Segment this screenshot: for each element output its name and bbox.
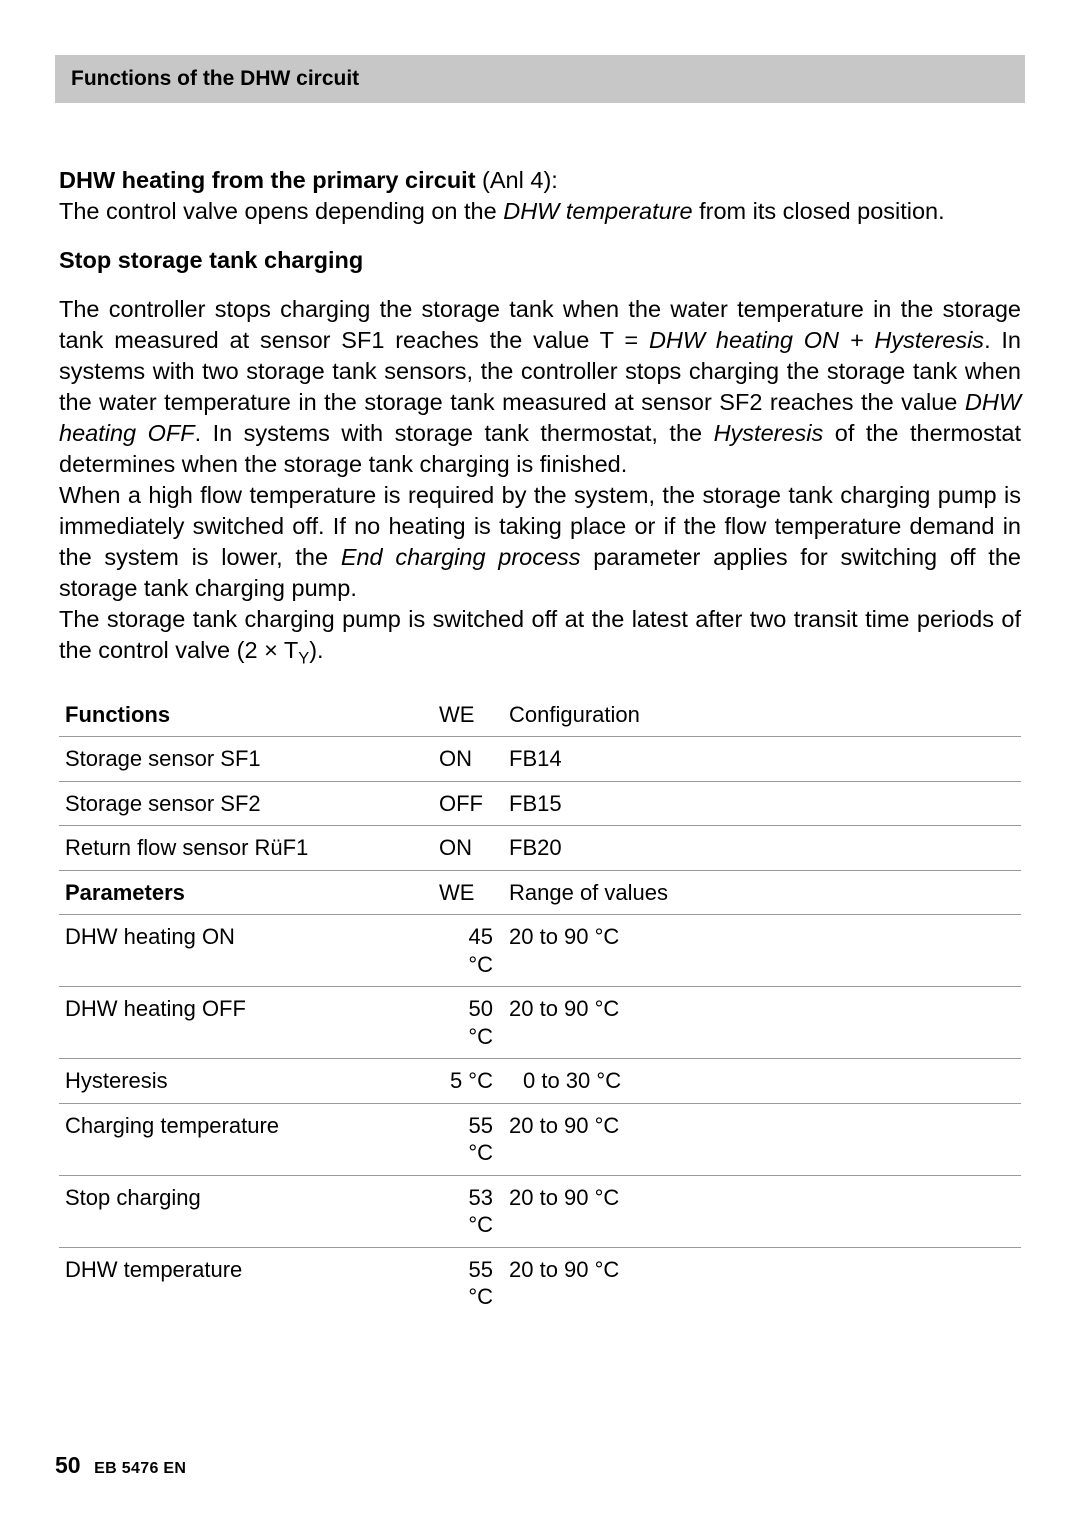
th-config: Configuration [509, 701, 1021, 729]
table-row: Storage sensor SF1 ON FB14 [59, 737, 1021, 782]
subscript: Y [298, 650, 309, 668]
page-footer: 50 EB 5476 EN [55, 1452, 186, 1479]
cell: DHW heating OFF [59, 995, 439, 1050]
cell: Charging temperature [59, 1112, 439, 1167]
dhw-primary-block: DHW heating from the primary circuit (An… [59, 165, 1021, 227]
paragraph-1: The controller stops charging the storag… [59, 294, 1021, 480]
cell: DHW temperature [59, 1256, 439, 1311]
dhw-primary-body: The control valve opens depending on the… [59, 196, 1021, 227]
th-range: Range of values [509, 879, 1021, 907]
page: Functions of the DHW circuit DHW heating… [0, 0, 1080, 1529]
cell: Storage sensor SF2 [59, 790, 439, 818]
cell: FB15 [509, 790, 1021, 818]
text: from its closed position. [693, 198, 945, 224]
text: The storage tank charging pump is switch… [59, 606, 1021, 663]
dhw-primary-heading-suffix: (Anl 4): [476, 167, 558, 193]
stop-heading: Stop storage tank charging [59, 245, 1021, 276]
th-we: WE [439, 701, 509, 729]
cell: DHW heating ON [59, 923, 439, 978]
text-italic: End charging process [341, 544, 581, 570]
cell: FB14 [509, 745, 1021, 773]
cell: 55 °C [439, 1112, 509, 1167]
text-italic: DHW temperature [503, 198, 692, 224]
cell: Return flow sensor RüF1 [59, 834, 439, 862]
cell: OFF [439, 790, 509, 818]
table-header-row: Functions WE Configuration [59, 693, 1021, 738]
text-italic: DHW heating ON + Hysteresis [649, 327, 984, 353]
table-row: Hysteresis 5 °C 0 to 30 °C [59, 1059, 1021, 1104]
cell: Hysteresis [59, 1067, 439, 1095]
th-we: WE [439, 879, 509, 907]
cell: ON [439, 834, 509, 862]
paragraph-3: The storage tank charging pump is switch… [59, 604, 1021, 670]
cell: Storage sensor SF1 [59, 745, 439, 773]
th-functions: Functions [59, 701, 439, 729]
cell: 20 to 90 °C [509, 995, 1021, 1050]
cell: 20 to 90 °C [509, 1112, 1021, 1167]
th-parameters: Parameters [59, 879, 439, 907]
cell: FB20 [509, 834, 1021, 862]
table-row: DHW heating OFF 50 °C 20 to 90 °C [59, 987, 1021, 1059]
table-row: Return flow sensor RüF1 ON FB20 [59, 826, 1021, 871]
cell: ON [439, 745, 509, 773]
text: . In systems with storage tank thermosta… [195, 420, 714, 446]
content: DHW heating from the primary circuit (An… [55, 165, 1025, 1319]
text: ). [309, 637, 323, 663]
cell: 20 to 90 °C [509, 1256, 1021, 1311]
table-row: DHW heating ON 45 °C 20 to 90 °C [59, 915, 1021, 987]
cell: 20 to 90 °C [509, 1184, 1021, 1239]
dhw-primary-heading: DHW heating from the primary circuit [59, 167, 476, 193]
cell: 53 °C [439, 1184, 509, 1239]
functions-table: Functions WE Configuration Storage senso… [59, 693, 1021, 1319]
cell: 5 °C [439, 1067, 509, 1095]
section-header-text: Functions of the DHW circuit [71, 67, 359, 90]
cell: 50 °C [439, 995, 509, 1050]
table-row: DHW temperature 55 °C 20 to 90 °C [59, 1248, 1021, 1319]
doc-id: EB 5476 EN [94, 1460, 186, 1477]
section-header-bar: Functions of the DHW circuit [55, 55, 1025, 103]
cell: 20 to 90 °C [509, 923, 1021, 978]
cell: 55 °C [439, 1256, 509, 1311]
table-row: Charging temperature 55 °C 20 to 90 °C [59, 1104, 1021, 1176]
page-number: 50 [55, 1452, 81, 1478]
paragraph-2: When a high flow temperature is required… [59, 480, 1021, 604]
table-header-row: Parameters WE Range of values [59, 871, 1021, 916]
dhw-primary-heading-line: DHW heating from the primary circuit (An… [59, 165, 1021, 196]
cell: 0 to 30 °C [509, 1067, 1021, 1095]
text: The control valve opens depending on the [59, 198, 503, 224]
cell: 45 °C [439, 923, 509, 978]
table-row: Storage sensor SF2 OFF FB15 [59, 782, 1021, 827]
table-row: Stop charging 53 °C 20 to 90 °C [59, 1176, 1021, 1248]
cell: Stop charging [59, 1184, 439, 1239]
text-italic: Hysteresis [714, 420, 824, 446]
